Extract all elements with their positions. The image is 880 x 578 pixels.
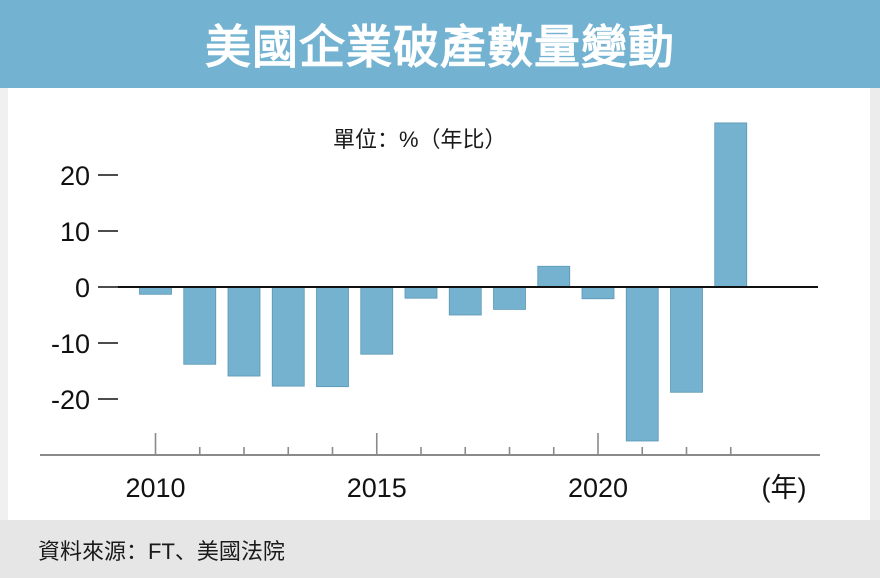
bar-2014	[316, 286, 349, 388]
x-tick-label: 2015	[347, 473, 407, 503]
source-note: 資料來源：FT、美國法院	[38, 539, 285, 564]
x-axis: 2010 2015 2020	[40, 433, 820, 503]
bar-2011	[183, 286, 217, 365]
bar-2018	[493, 286, 526, 310]
bar-2016	[404, 286, 438, 299]
y-axis: 20 10 0 -10 -20	[51, 161, 118, 415]
chart-header: 美國企業破產數量變動	[0, 0, 880, 88]
bar-2012	[227, 286, 261, 377]
y-tick-label: 10	[60, 217, 90, 247]
y-tick-label: 0	[75, 273, 90, 303]
chart-title: 美國企業破產數量變動	[205, 20, 675, 74]
bar-2010	[139, 286, 172, 295]
x-tick-label: 2010	[125, 473, 185, 503]
frame-right-border	[870, 88, 880, 520]
x-tick-label: 2020	[568, 473, 628, 503]
y-tick-label: 20	[60, 161, 90, 191]
bar-2020	[581, 286, 615, 300]
bar-2023	[714, 122, 748, 288]
y-tick-label: -10	[51, 329, 90, 359]
bar-2021	[625, 286, 659, 442]
x-axis-unit-label: (年)	[762, 473, 807, 503]
bar-2015	[360, 286, 394, 355]
bar-2022	[670, 286, 703, 393]
bar-2019	[537, 265, 571, 288]
frame-left-border	[0, 88, 8, 520]
bars	[139, 122, 748, 442]
y-tick-label: -20	[51, 385, 90, 415]
footer: 資料來源：FT、美國法院	[0, 520, 880, 578]
bar-2017	[448, 286, 482, 316]
unit-label: 單位：%（年比）	[333, 127, 507, 152]
bar-2013	[271, 286, 305, 387]
